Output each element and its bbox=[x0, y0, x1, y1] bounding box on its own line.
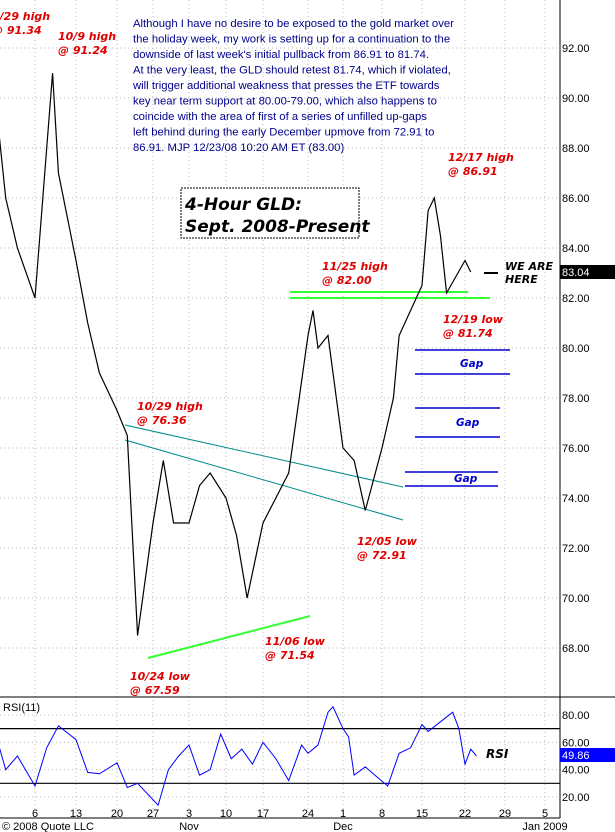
rsi-label: RSI(11) bbox=[3, 702, 40, 714]
commentary-line: 86.91. MJP 12/23/08 10:20 AM ET (83.00) bbox=[133, 142, 344, 154]
x-tick-label: 24 bbox=[302, 808, 314, 820]
lower-trendline bbox=[124, 439, 404, 521]
y-tick-label: 78.00 bbox=[562, 393, 590, 405]
commentary-line: Although I have no desire to be exposed … bbox=[133, 18, 454, 30]
x-tick-label: 22 bbox=[459, 808, 471, 820]
x-tick-label: 13 bbox=[70, 808, 82, 820]
y-tick-label: 72.00 bbox=[562, 543, 590, 555]
x-tick-label: 6 bbox=[32, 808, 38, 820]
month-label: Jan 2009 bbox=[522, 821, 567, 832]
copyright: © 2008 Quote LLC bbox=[2, 821, 94, 832]
rsi-levels bbox=[0, 728, 560, 784]
y-tick-label: 74.00 bbox=[562, 493, 590, 505]
commentary-line: At the very least, the GLD should retest… bbox=[133, 65, 451, 77]
annotation-label: 11/06 low bbox=[265, 635, 326, 648]
x-tick-label: 20 bbox=[111, 808, 123, 820]
title-line-1: 4-Hour GLD: bbox=[184, 195, 302, 215]
rsi-y-ticks: 80.00 60.00 40.00 20.00 bbox=[562, 710, 590, 804]
annotation-value: @ 82.00 bbox=[322, 274, 372, 287]
x-tick-label: 27 bbox=[147, 808, 159, 820]
gap-label-1: Gap bbox=[460, 358, 484, 370]
trendlines bbox=[124, 291, 490, 659]
annotation-label: 10/9 high bbox=[58, 30, 116, 43]
x-tick-label: 3 bbox=[186, 808, 192, 820]
we-are-here-line-1: WE ARE bbox=[505, 260, 553, 273]
rsi-tick-label: 80.00 bbox=[562, 710, 590, 722]
annotation-label: 12/17 high bbox=[448, 151, 514, 164]
x-axis-ticks: 6 13 20 27 3 10 17 24 1 8 15 22 29 5 Nov Dec Jan 2009 bbox=[32, 808, 568, 832]
x-tick-label: 17 bbox=[257, 808, 269, 820]
commentary-line: key near term support at 80.00-79.00, wh… bbox=[133, 96, 437, 108]
annotation-value: @ 72.91 bbox=[357, 549, 407, 562]
we-are-here-line-2: HERE bbox=[505, 273, 538, 286]
commentary-line: left behind during the early December up… bbox=[133, 127, 434, 139]
x-tick-label: 1 bbox=[340, 808, 346, 820]
annotation-value: @ 81.74 bbox=[443, 327, 493, 340]
support-trendline bbox=[147, 615, 311, 659]
x-tick-label: 10 bbox=[220, 808, 232, 820]
x-tick-label: 15 bbox=[416, 808, 428, 820]
grid bbox=[0, 0, 560, 818]
month-label: Nov bbox=[179, 821, 199, 832]
annotation-label: 10/24 low bbox=[130, 670, 191, 683]
rsi-last-badge bbox=[560, 748, 615, 762]
y-tick-label: 86.00 bbox=[562, 193, 590, 205]
x-tick-label: 8 bbox=[379, 808, 385, 820]
commentary-line: downside of last week's initial pullback… bbox=[133, 49, 429, 61]
annotations: 9/29 high@ 91.34 10/9 high@ 91.24 10/29 hi… bbox=[0, 10, 514, 697]
gap-label-2: Gap bbox=[456, 417, 480, 429]
commentary: Although I have no desire to be exposed … bbox=[132, 18, 454, 154]
rsi-tick-label: 20.00 bbox=[562, 792, 590, 804]
commentary-line: the holiday week, my work is setting up … bbox=[133, 34, 450, 46]
rsi-tick-label: 40.00 bbox=[562, 765, 590, 777]
rsi-tag: RSI bbox=[486, 747, 509, 761]
upper-trendline bbox=[124, 424, 404, 488]
annotation-value: @ 91.24 bbox=[58, 44, 108, 57]
y-tick-label: 84.00 bbox=[562, 243, 590, 255]
annotation-value: @ 76.36 bbox=[137, 414, 187, 427]
annotation-label: 12/05 low bbox=[357, 535, 418, 548]
title-line-2: Sept. 2008-Present bbox=[185, 217, 370, 237]
commentary-line: will trigger additional weakness that pr… bbox=[132, 80, 440, 92]
y-tick-label: 68.00 bbox=[562, 643, 590, 655]
title-box: 4-Hour GLD: Sept. 2008-Present bbox=[180, 187, 370, 239]
gap-label-3: Gap bbox=[454, 473, 478, 485]
month-label: Dec bbox=[333, 821, 353, 832]
last-price-value: 83.04 bbox=[562, 267, 590, 279]
y-tick-label: 76.00 bbox=[562, 443, 590, 455]
y-axis-ticks: 92.00 90.00 88.00 86.00 84.00 82.00 80.00 78.00… bbox=[562, 43, 590, 655]
annotation-label: 11/25 high bbox=[322, 260, 388, 273]
annotation-value: @ 86.91 bbox=[448, 165, 498, 178]
rsi-last-value: 49.86 bbox=[562, 750, 590, 762]
y-tick-label: 90.00 bbox=[562, 93, 590, 105]
rsi-tick-label: 60.00 bbox=[562, 737, 590, 749]
y-tick-label: 82.00 bbox=[562, 293, 590, 305]
price-series-line bbox=[0, 72, 472, 636]
x-tick-label: 5 bbox=[542, 808, 548, 820]
y-tick-label: 70.00 bbox=[562, 593, 590, 605]
annotation-label: 12/19 low bbox=[443, 313, 504, 326]
y-tick-label: 80.00 bbox=[562, 343, 590, 355]
annotation-value: @ 67.59 bbox=[130, 684, 180, 697]
y-tick-label: 92.00 bbox=[562, 43, 590, 55]
commentary-line: coincide with the area of first of a ser… bbox=[133, 111, 427, 123]
annotation-value: @ 91.34 bbox=[0, 24, 42, 37]
annotation-label: 9/29 high bbox=[0, 10, 50, 23]
annotation-label: 10/29 high bbox=[137, 400, 203, 413]
rsi-line bbox=[0, 705, 477, 807]
gap-lines bbox=[405, 349, 510, 487]
annotation-value: @ 71.54 bbox=[265, 649, 315, 662]
y-tick-label: 88.00 bbox=[562, 143, 590, 155]
last-price-badge bbox=[560, 265, 615, 279]
x-tick-label: 29 bbox=[499, 808, 511, 820]
